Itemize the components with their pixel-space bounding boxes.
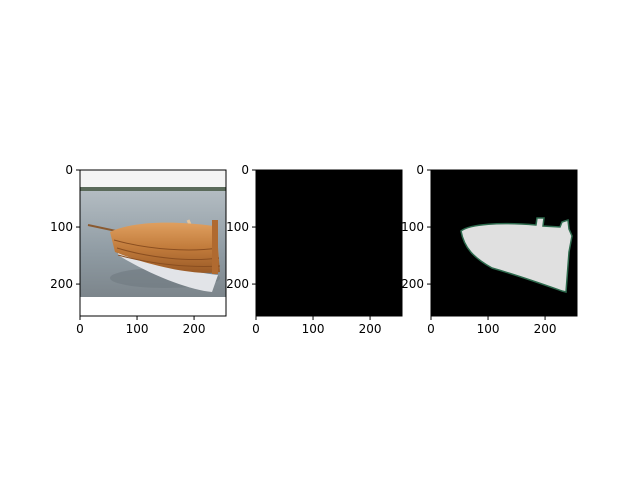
y-tick-label: 100 [401,220,424,234]
black-mask [256,170,402,316]
panel-3: 0 100 200 0 100 200 [401,163,578,336]
y-tick-label: 200 [226,277,249,291]
y-tick-label: 0 [416,163,424,177]
x-tick-label: 100 [302,322,325,336]
panel-1: 0 100 200 0 100 200 [50,163,227,336]
x-tick-label: 0 [427,322,435,336]
y-tick-label: 100 [226,220,249,234]
x-tick-label: 200 [183,322,206,336]
boat-photo [80,170,226,316]
boat-mask [460,217,573,293]
panel-1-ticks: 0 100 200 0 100 200 [50,163,205,336]
x-tick-label: 100 [477,322,500,336]
y-tick-label: 200 [401,277,424,291]
y-tick-label: 0 [241,163,249,177]
panel-3-ticks: 0 100 200 0 100 200 [401,163,556,336]
x-tick-label: 100 [126,322,149,336]
x-tick-label: 200 [359,322,382,336]
y-tick-label: 100 [50,220,73,234]
x-tick-label: 200 [534,322,557,336]
y-tick-label: 200 [50,277,73,291]
panel-2: 0 100 200 0 100 200 [226,163,403,336]
y-tick-label: 0 [65,163,73,177]
x-tick-label: 0 [252,322,260,336]
panel-2-ticks: 0 100 200 0 100 200 [226,163,381,336]
x-tick-label: 0 [76,322,84,336]
